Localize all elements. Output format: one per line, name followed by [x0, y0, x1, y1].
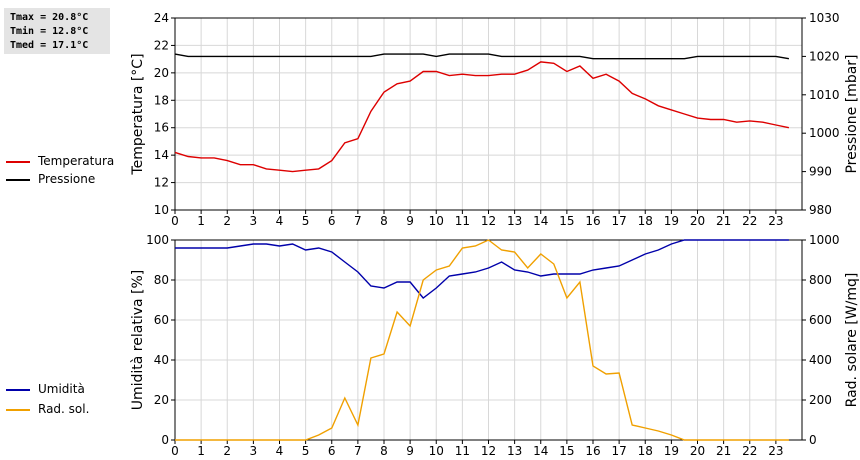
plot2-xtick-label: 2: [223, 444, 231, 458]
plot2-ytick-right-label: 800: [809, 273, 832, 287]
plot1-xtick-label: 20: [690, 214, 705, 228]
plot2-ytick-right-label: 600: [809, 313, 832, 327]
plot2-xtick-label: 8: [380, 444, 388, 458]
plot1-ytick-left-label: 24: [154, 11, 169, 25]
plot1-xtick-label: 19: [664, 214, 679, 228]
plot1-ytick-left-label: 14: [154, 148, 169, 162]
plot1-xtick-label: 11: [455, 214, 470, 228]
plot1-xtick-label: 14: [533, 214, 548, 228]
plot1-xtick-label: 18: [638, 214, 653, 228]
plot2-ytick-left-label: 80: [154, 273, 169, 287]
legend-swatch-temperatura: [6, 161, 30, 163]
plot1-series-2-line: [174, 53, 790, 60]
plot1-ylabel-left: Temperatura [°C]: [130, 53, 146, 175]
plot1-xtick-label: 3: [250, 214, 258, 228]
plot1-xtick-label: 15: [559, 214, 574, 228]
plot1-ytick-right-label: 1020: [809, 49, 840, 63]
plot1-series-1-line: [174, 61, 790, 173]
plot1-ytick-left-label: 22: [154, 38, 169, 52]
legend-swatch-rad-sol: [6, 409, 30, 411]
stats-tmed: Tmed = 17.1°C: [10, 40, 89, 51]
legend-swatch-pressione: [6, 179, 30, 181]
stats-tmin: Tmin = 12.8°C: [10, 26, 89, 37]
plot2-xtick-label: 23: [768, 444, 783, 458]
plot2-xtick-label: 20: [690, 444, 705, 458]
plot2-xtick-label: 14: [533, 444, 548, 458]
plot2-xtick-label: 19: [664, 444, 679, 458]
plot2-xtick-label: 0: [171, 444, 179, 458]
plot2-ylabel-right: Rad. solare [W/mq]: [844, 273, 860, 408]
plot1-xtick-label: 6: [328, 214, 336, 228]
plot1-xtick-label: 22: [742, 214, 757, 228]
plot2-xtick-label: 13: [507, 444, 522, 458]
plot1-ytick-left-label: 20: [154, 66, 169, 80]
plot2-xtick-label: 21: [716, 444, 731, 458]
plot1-xtick-label: 21: [716, 214, 731, 228]
plot1-ylabel-right: Pressione [mbar]: [844, 54, 860, 173]
plot2-ytick-right-label: 400: [809, 353, 832, 367]
plot1-ytick-right-label: 990: [809, 165, 832, 179]
plot2-xtick-label: 5: [302, 444, 310, 458]
plot1-ytick-right-label: 1030: [809, 11, 840, 25]
plot2-xtick-label: 1: [197, 444, 205, 458]
plot2-series-1-line: [175, 239, 789, 299]
plot1-xtick-label: 2: [223, 214, 231, 228]
plot2-xtick-label: 3: [250, 444, 258, 458]
legend-label-pressione: Pressione: [38, 172, 96, 186]
plot1-xtick-label: 12: [481, 214, 496, 228]
plot1-xtick-label: 10: [429, 214, 444, 228]
plot2-xtick-label: 10: [429, 444, 444, 458]
legend-label-temperatura: Temperatura: [38, 154, 115, 168]
plot1-xtick-label: 7: [354, 214, 362, 228]
plot1-ytick-left-label: 16: [154, 121, 169, 135]
plot2-series-2-line: [175, 239, 789, 441]
plot1-ytick-right-label: 1000: [809, 126, 840, 140]
plot2-xtick-label: 16: [585, 444, 600, 458]
plot1-xtick-label: 17: [611, 214, 626, 228]
plot2-xtick-label: 17: [611, 444, 626, 458]
plot2-ytick-left-label: 100: [146, 233, 169, 247]
plot1-ytick-right-label: 1010: [809, 88, 840, 102]
plot2-xtick-label: 18: [638, 444, 653, 458]
plot1-xtick-label: 16: [585, 214, 600, 228]
plot2-xtick-label: 15: [559, 444, 574, 458]
plot2-ylabel-left: Umidità relativa [%]: [130, 270, 146, 411]
plot2-xtick-label: 7: [354, 444, 362, 458]
plot2-ytick-left-label: 40: [154, 353, 169, 367]
legend-label-rad-sol: Rad. sol.: [38, 402, 90, 416]
plot1-xtick-label: 8: [380, 214, 388, 228]
plot2-ytick-left-label: 20: [154, 393, 169, 407]
plot2-ytick-right-label: 1000: [809, 233, 840, 247]
plot2-xtick-label: 12: [481, 444, 496, 458]
plot2-xtick-label: 11: [455, 444, 470, 458]
plot1-xtick-label: 1: [197, 214, 205, 228]
stats-tmax: Tmax = 20.8°C: [10, 12, 89, 23]
plot1-ytick-left-label: 18: [154, 93, 169, 107]
plot2-ytick-left-label: 0: [161, 433, 169, 447]
legend-label-umidita: Umidità: [38, 382, 85, 396]
plot1-ytick-left-label: 12: [154, 176, 169, 190]
plot1-xtick-label: 13: [507, 214, 522, 228]
plot2-xtick-label: 9: [406, 444, 414, 458]
plot1-xtick-label: 5: [302, 214, 310, 228]
stats-box: Tmax = 20.8°C Tmin = 12.8°C Tmed = 17.1°…: [4, 8, 110, 54]
plot2-xtick-label: 6: [328, 444, 336, 458]
plot1-xtick-label: 4: [276, 214, 284, 228]
plot2-ytick-right-label: 0: [809, 433, 817, 447]
plot1-xtick-label: 23: [768, 214, 783, 228]
plot2-xtick-label: 22: [742, 444, 757, 458]
plot1-ytick-right-label: 980: [809, 203, 832, 217]
plot1-xtick-label: 0: [171, 214, 179, 228]
plot1-ytick-left-label: 10: [154, 203, 169, 217]
plot2-ytick-left-label: 60: [154, 313, 169, 327]
plot1-xtick-label: 9: [406, 214, 414, 228]
plot2-ytick-right-label: 200: [809, 393, 832, 407]
legend-swatch-umidita: [6, 389, 30, 391]
plot2-xtick-label: 4: [276, 444, 284, 458]
